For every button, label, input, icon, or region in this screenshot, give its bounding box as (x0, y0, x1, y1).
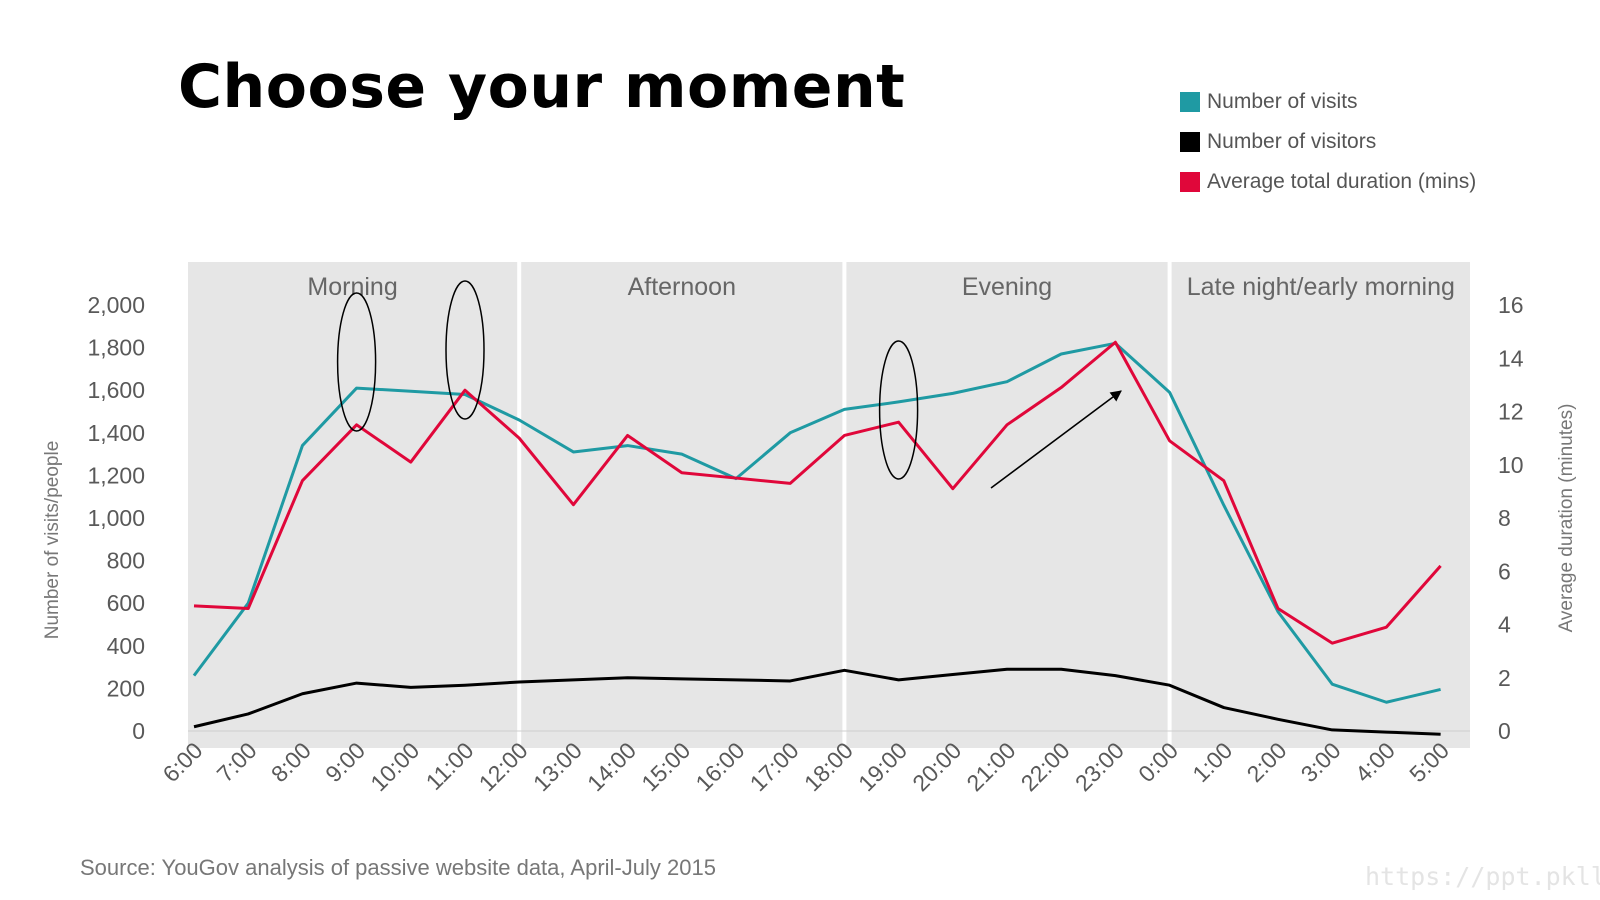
series-line-visitors (193, 667, 1441, 736)
region-panel (188, 262, 518, 748)
y-right-tick-label: 12 (1498, 399, 1524, 425)
y-tick-label: 1,600 (87, 377, 145, 403)
series-line-visits (192, 341, 1441, 704)
y-right-tick-label: 16 (1498, 292, 1524, 318)
legend-swatch-visitors (1180, 132, 1200, 152)
y-tick-label: 800 (107, 548, 145, 574)
y-tick-label: 200 (107, 675, 145, 701)
legend-item-duration: Average total duration (mins) (1180, 162, 1476, 202)
trend-arrow (990, 390, 1122, 489)
region-label: Late night/early morning (1187, 273, 1455, 301)
y-right-tick-label: 8 (1498, 505, 1511, 531)
y-tick-label: 1,200 (87, 462, 145, 488)
legend-label-duration: Average total duration (mins) (1207, 170, 1477, 193)
y-axis-label: Number of visits/people (42, 441, 63, 640)
y-tick-label: 600 (107, 590, 145, 616)
highlight-ellipse (336, 292, 377, 432)
region-panel (521, 262, 843, 748)
legend-swatch-visits (1180, 92, 1200, 112)
y-right-tick-label: 0 (1498, 718, 1511, 744)
legend-item-visitors: Number of visitors (1180, 122, 1476, 162)
region-label: Evening (962, 273, 1052, 301)
y-right-tick-label: 14 (1498, 345, 1524, 371)
series-line-duration (193, 340, 1442, 645)
source-note: Source: YouGov analysis of passive websi… (80, 855, 716, 880)
y-tick-label: 1,400 (87, 420, 145, 446)
y-tick-label: 1,800 (87, 335, 145, 361)
page-title: Choose your moment (178, 52, 906, 122)
legend-label-visits: Number of visits (1207, 90, 1358, 113)
y-tick-label: 1,000 (87, 505, 145, 531)
highlight-ellipse (878, 340, 919, 480)
watermark: https://ppt.pkll.de (1365, 862, 1600, 891)
region-label: Afternoon (628, 273, 736, 301)
legend: Number of visits Number of visitors Aver… (1180, 82, 1476, 202)
region-panel (1171, 262, 1470, 748)
y-right-tick-label: 2 (1498, 665, 1511, 691)
y-right-tick-label: 6 (1498, 558, 1511, 584)
region-label: Morning (307, 273, 397, 301)
legend-swatch-duration (1180, 172, 1200, 192)
legend-label-visitors: Number of visitors (1207, 130, 1377, 153)
y-tick-label: 400 (107, 633, 145, 659)
y-tick-label: 0 (132, 718, 145, 744)
y-right-axis-label: Average duration (minutes) (1556, 404, 1577, 633)
highlight-ellipse (445, 280, 485, 420)
y-tick-label: 2,000 (87, 292, 145, 318)
y-right-tick-label: 10 (1498, 452, 1524, 478)
y-right-tick-label: 4 (1498, 612, 1511, 638)
legend-item-visits: Number of visits (1180, 82, 1476, 122)
